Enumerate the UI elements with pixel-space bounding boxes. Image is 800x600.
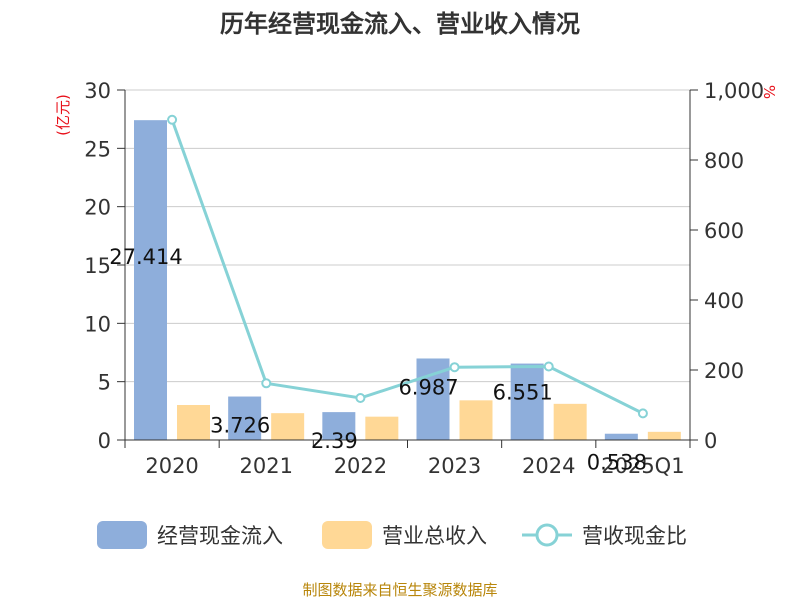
legend: 经营现金流入 营业总收入 营收现金比 bbox=[97, 521, 687, 549]
bar bbox=[134, 120, 167, 441]
bar-value-label: 2.39 bbox=[311, 429, 358, 453]
legend-marker bbox=[535, 523, 559, 547]
right-tick-label: 200 bbox=[704, 359, 744, 383]
ratio-point bbox=[449, 362, 460, 373]
chart-title: 历年经营现金流入、营业收入情况 bbox=[220, 10, 580, 38]
bars bbox=[134, 120, 681, 441]
ratio-line-path bbox=[170, 119, 644, 415]
legend-label: 经营现金流入 bbox=[157, 524, 283, 548]
bar-value-label: 0.538 bbox=[587, 451, 647, 475]
left-tick-label: 25 bbox=[84, 137, 111, 161]
legend-label: 营收现金比 bbox=[582, 524, 687, 548]
x-tick-label: 2025Q1 bbox=[601, 454, 684, 478]
left-tick-label: 30 bbox=[84, 79, 111, 103]
bar bbox=[271, 413, 305, 440]
gridlines bbox=[125, 89, 690, 441]
x-tick-label: 2023 bbox=[428, 454, 481, 478]
right-tick-label: 600 bbox=[704, 219, 744, 243]
ratio-point bbox=[167, 114, 178, 125]
bar-value-label: 3.726 bbox=[210, 414, 270, 438]
bar-value-label: 27.414 bbox=[109, 245, 182, 269]
left-axis-unit: (亿元) bbox=[54, 94, 72, 136]
right-tick-label: 0 bbox=[704, 429, 717, 453]
left-tick-label: 15 bbox=[84, 254, 111, 278]
bar bbox=[604, 433, 638, 440]
axes: 0 5 10 15 20 25 30 0 200 400 600 800 1,000 2020 2021 20… bbox=[84, 79, 764, 478]
bar bbox=[510, 363, 544, 440]
data-labels: 27.414 3.726 2.39 6.987 6.551 0.538 bbox=[109, 245, 647, 475]
left-tick-label: 10 bbox=[84, 312, 111, 336]
bar bbox=[177, 405, 210, 440]
x-tick-label: 2024 bbox=[522, 454, 575, 478]
bar bbox=[365, 416, 399, 440]
ratio-line bbox=[167, 114, 648, 419]
ratio-point bbox=[637, 408, 648, 419]
left-tick-label: 0 bbox=[98, 429, 111, 453]
right-tick-label: 1,000 bbox=[704, 79, 764, 103]
ratio-point bbox=[543, 361, 554, 372]
right-tick-label: 800 bbox=[704, 149, 744, 173]
ratio-point bbox=[355, 393, 366, 403]
bar bbox=[228, 396, 262, 440]
legend-swatch bbox=[322, 521, 372, 549]
source-note: 制图数据来自恒生聚源数据库 bbox=[302, 581, 497, 599]
bar bbox=[553, 403, 587, 440]
bar-value-label: 6.987 bbox=[398, 375, 458, 399]
bar bbox=[322, 412, 356, 440]
left-tick-label: 5 bbox=[98, 371, 111, 395]
ratio-point bbox=[261, 378, 272, 389]
x-tick-label: 2022 bbox=[334, 454, 387, 478]
x-tick-label: 2020 bbox=[145, 454, 198, 478]
x-tick-label: 2021 bbox=[240, 454, 293, 478]
right-axis-unit: % bbox=[760, 85, 778, 99]
left-tick-label: 20 bbox=[84, 196, 111, 220]
bar-value-label: 6.551 bbox=[493, 381, 553, 405]
legend-swatch bbox=[97, 521, 147, 549]
legend-label: 营业总收入 bbox=[382, 524, 487, 548]
right-tick-label: 400 bbox=[704, 289, 744, 313]
bar bbox=[459, 400, 493, 440]
bar bbox=[647, 431, 681, 440]
